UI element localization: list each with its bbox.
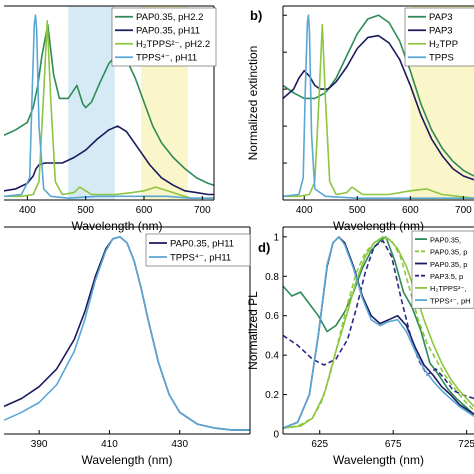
x-tick-label: 700 [455,205,472,216]
legend-entry: TPPS⁴⁻, pH [430,296,471,305]
y-tick-label: 1 [273,232,279,243]
legend-entry: PAP0.35, pH2.2 [136,12,203,23]
x-tick-label: 400 [19,205,36,216]
panel-label: b) [250,8,262,23]
legend-entry: PAP0.35, pH11 [136,26,200,37]
legend-entry: H₂TPPS²⁻, pH2.2 [136,39,210,50]
series-line-4 [283,240,474,400]
x-tick-label: 675 [385,439,402,450]
series-line-1 [283,236,474,415]
legend: PAP3 PAP3 H₂TPP TPPS [404,7,474,67]
x-tick-label: 625 [311,439,328,450]
series-line-4 [4,14,214,199]
legend-entry: TPPS⁴⁻, pH11 [136,53,197,64]
legend: PAP0.35, PAP0.35, p PAP0.35, p PAP3.5, p H₂T… [411,230,474,309]
legend-entry: H₂TPPS²⁻, [430,284,466,293]
chart-panel-b: 400 500 600 700 Wavelength (nm) Normalized ex… [246,5,474,233]
legend-entry: TPPS [429,53,454,64]
series-line-5 [283,236,474,429]
legend-box [404,7,474,67]
chart-panel-a: 400 500 600 700 Wavelength (nm) PAP0.35, pH2.… [4,5,217,233]
y-tick-label: 0.2 [265,390,279,401]
legend-box [145,233,251,267]
legend-entry: PAP3 [429,12,453,23]
x-axis-title: Wavelength (nm) [333,219,424,233]
legend-box [411,230,474,309]
y-tick-label: 0.4 [265,351,279,362]
series-line-6 [283,236,474,429]
legend-entry: PAP0.35, p [430,248,467,257]
y-tick-label: 0.6 [265,311,279,322]
y-axis-title: Normalized extinction [246,46,260,161]
x-tick-label: 390 [31,439,48,450]
legend-entry: PAP0.35, p [430,260,467,269]
legend: PAP0.35, pH11 TPPS⁴⁻, pH11 [145,233,251,267]
series-line-2 [4,236,250,431]
legend-box [111,7,217,67]
x-tick-label: 725 [458,439,474,450]
legend-entry: PAP3.5, p [430,272,463,281]
series-line-2 [283,34,474,181]
x-tick-label: 430 [171,439,188,450]
legend-entry: TPPS⁴⁻, pH11 [170,252,231,263]
series-line-1 [283,14,474,177]
y-axis-title: Normalized PL [246,291,260,370]
x-tick-label: 700 [194,205,211,216]
y-tick-label: 0.8 [265,272,279,283]
series-line-2 [4,125,214,196]
legend: PAP0.35, pH2.2 PAP0.35, pH11 H₂TPPS²⁻, pH2… [111,7,217,67]
x-axis-title: Wavelength (nm) [333,453,424,467]
x-axis-title: Wavelength (nm) [72,219,163,233]
legend-entry: PAP0.35, [430,235,461,244]
legend-entry: PAP3 [429,26,453,37]
x-tick-label: 500 [77,205,94,216]
x-tick-label: 600 [402,205,419,216]
legend-entry: PAP0.35, pH11 [170,238,234,249]
series-line-3 [4,20,214,199]
legend-entry: H₂TPP [429,39,458,50]
x-tick-label: 500 [349,205,366,216]
y-tick-label: 0 [273,430,279,441]
chart-panel-c: 390 410 430 Wavelength (nm) PAP0.35, pH11 TPP… [4,226,251,467]
panel-label: d) [258,240,270,255]
x-axis-title: Wavelength (nm) [82,453,173,467]
x-tick-label: 410 [101,439,118,450]
x-tick-label: 600 [136,205,153,216]
series-line-1 [4,23,214,186]
chart-panel-d: 0 0.2 0.4 0.6 0.8 1 625 675 725 Wavelength (nm) No… [246,226,474,467]
x-tick-label: 400 [296,205,313,216]
